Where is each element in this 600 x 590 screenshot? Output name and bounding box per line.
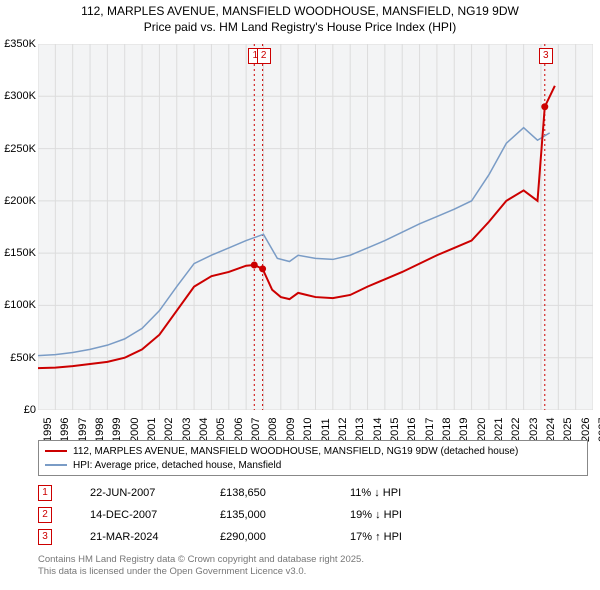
chart-svg bbox=[38, 44, 593, 410]
footer-line-1: Contains HM Land Registry data © Crown c… bbox=[38, 554, 364, 566]
x-tick-label: 2002 bbox=[163, 418, 175, 442]
y-tick-label: £0 bbox=[0, 404, 36, 416]
legend-row-1: 112, MARPLES AVENUE, MANSFIELD WOODHOUSE… bbox=[45, 444, 581, 458]
x-tick-label: 2015 bbox=[389, 418, 401, 442]
x-tick-label: 2000 bbox=[129, 418, 141, 442]
x-tick-label: 2009 bbox=[285, 418, 297, 442]
y-tick-label: £200K bbox=[0, 195, 36, 207]
x-tick-label: 1998 bbox=[94, 418, 106, 442]
x-tick-label: 2016 bbox=[406, 418, 418, 442]
x-tick-label: 2005 bbox=[215, 418, 227, 442]
footer-attribution: Contains HM Land Registry data © Crown c… bbox=[38, 554, 364, 579]
x-tick-label: 2025 bbox=[562, 418, 574, 442]
tx-price: £138,650 bbox=[220, 487, 350, 499]
tx-marker: 3 bbox=[38, 529, 52, 545]
chart-container: 112, MARPLES AVENUE, MANSFIELD WOODHOUSE… bbox=[0, 0, 600, 590]
x-tick-label: 1999 bbox=[111, 418, 123, 442]
x-tick-label: 2007 bbox=[250, 418, 262, 442]
x-tick-label: 1996 bbox=[59, 418, 71, 442]
x-tick-label: 2020 bbox=[476, 418, 488, 442]
y-tick-label: £50K bbox=[0, 352, 36, 364]
x-tick-label: 2012 bbox=[337, 418, 349, 442]
x-tick-label: 2024 bbox=[545, 418, 557, 442]
y-tick-label: £250K bbox=[0, 143, 36, 155]
x-tick-label: 2010 bbox=[302, 418, 314, 442]
plot-area: 123 bbox=[38, 44, 593, 410]
x-tick-label: 2021 bbox=[493, 418, 505, 442]
legend-swatch-red bbox=[45, 450, 67, 452]
footer-line-2: This data is licensed under the Open Gov… bbox=[38, 566, 364, 578]
x-tick-label: 2017 bbox=[424, 418, 436, 442]
tx-marker: 1 bbox=[38, 485, 52, 501]
y-tick-label: £300K bbox=[0, 90, 36, 102]
x-tick-label: 2014 bbox=[372, 418, 384, 442]
x-tick-label: 2006 bbox=[233, 418, 245, 442]
legend: 112, MARPLES AVENUE, MANSFIELD WOODHOUSE… bbox=[38, 440, 588, 476]
legend-row-2: HPI: Average price, detached house, Mans… bbox=[45, 458, 581, 472]
x-tick-label: 2023 bbox=[528, 418, 540, 442]
tx-date: 14-DEC-2007 bbox=[90, 509, 220, 521]
y-tick-label: £150K bbox=[0, 247, 36, 259]
title-line-1: 112, MARPLES AVENUE, MANSFIELD WOODHOUSE… bbox=[10, 4, 590, 20]
tx-date: 22-JUN-2007 bbox=[90, 487, 220, 499]
tx-delta: 11% ↓ HPI bbox=[350, 487, 480, 499]
tx-price: £290,000 bbox=[220, 531, 350, 543]
x-tick-label: 1995 bbox=[42, 418, 54, 442]
x-tick-label: 2018 bbox=[441, 418, 453, 442]
sale-marker-2: 2 bbox=[257, 48, 271, 64]
x-tick-label: 2022 bbox=[510, 418, 522, 442]
x-tick-label: 2019 bbox=[458, 418, 470, 442]
sale-marker-3: 3 bbox=[539, 48, 553, 64]
transaction-row: 3 21-MAR-2024£290,00017% ↑ HPI bbox=[38, 526, 588, 548]
x-tick-label: 2026 bbox=[580, 418, 592, 442]
x-tick-label: 2008 bbox=[267, 418, 279, 442]
transactions-table: 1 22-JUN-2007£138,65011% ↓ HPI 2 14-DEC-200… bbox=[38, 482, 588, 548]
tx-marker: 2 bbox=[38, 507, 52, 523]
transaction-row: 2 14-DEC-2007£135,00019% ↓ HPI bbox=[38, 504, 588, 526]
legend-label-2: HPI: Average price, detached house, Mans… bbox=[73, 460, 281, 471]
tx-delta: 19% ↓ HPI bbox=[350, 509, 480, 521]
tx-date: 21-MAR-2024 bbox=[90, 531, 220, 543]
x-tick-label: 2001 bbox=[146, 418, 158, 442]
x-tick-label: 1997 bbox=[77, 418, 89, 442]
x-tick-label: 2004 bbox=[198, 418, 210, 442]
tx-price: £135,000 bbox=[220, 509, 350, 521]
y-tick-label: £100K bbox=[0, 299, 36, 311]
title-line-2: Price paid vs. HM Land Registry's House … bbox=[10, 20, 590, 36]
x-tick-label: 2013 bbox=[354, 418, 366, 442]
transaction-row: 1 22-JUN-2007£138,65011% ↓ HPI bbox=[38, 482, 588, 504]
tx-delta: 17% ↑ HPI bbox=[350, 531, 480, 543]
legend-swatch-blue bbox=[45, 464, 67, 466]
x-tick-label: 2003 bbox=[181, 418, 193, 442]
y-tick-label: £350K bbox=[0, 38, 36, 50]
legend-label-1: 112, MARPLES AVENUE, MANSFIELD WOODHOUSE… bbox=[73, 446, 518, 457]
x-tick-label: 2011 bbox=[320, 418, 332, 442]
chart-title: 112, MARPLES AVENUE, MANSFIELD WOODHOUSE… bbox=[0, 0, 600, 37]
